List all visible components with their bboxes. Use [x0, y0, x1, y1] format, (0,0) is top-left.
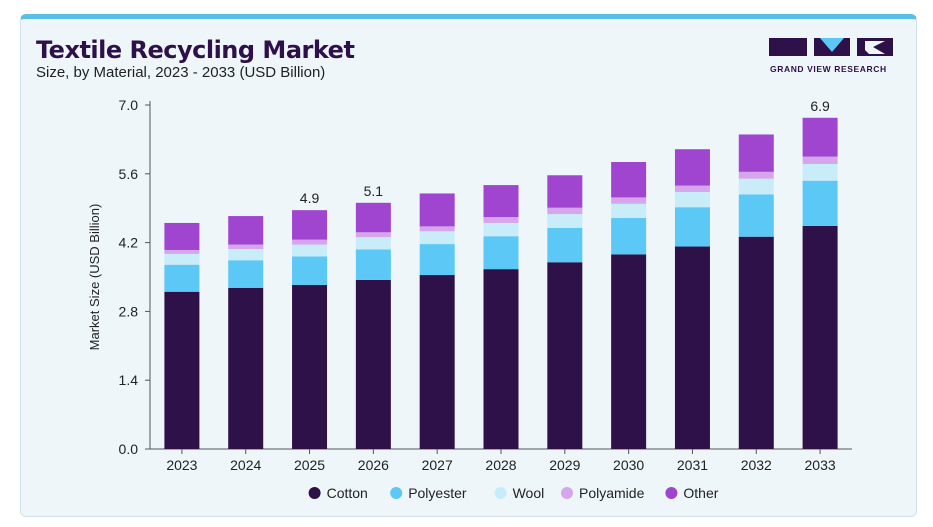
- bar-other-2026: [355, 202, 391, 233]
- x-tick-label: 2024: [230, 457, 261, 473]
- x-tick-label: 2026: [358, 457, 389, 473]
- bar-other-2030: [611, 162, 647, 198]
- data-label-2025: 4.9: [300, 190, 320, 206]
- bar-cotton-2023: [164, 291, 200, 449]
- bar-other-2031: [674, 149, 710, 186]
- bar-cotton-2029: [547, 262, 583, 449]
- bar-polyester-2033: [802, 180, 838, 226]
- bar-wool-2025: [292, 244, 328, 257]
- data-label-2033: 6.9: [810, 98, 830, 114]
- bar-other-2033: [802, 117, 838, 157]
- bar-wool-2024: [228, 248, 264, 261]
- bar-other-2024: [228, 216, 264, 245]
- chart-subtitle: Size, by Material, 2023 - 2033 (USD Bill…: [36, 64, 326, 81]
- bar-wool-2028: [483, 222, 519, 237]
- bar-wool-2027: [419, 231, 455, 245]
- bar-other-2032: [738, 134, 774, 172]
- bar-wool-2033: [802, 163, 838, 181]
- bar-cotton-2031: [674, 246, 710, 449]
- brand-name: GRAND VIEW RESEARCH: [770, 64, 887, 74]
- logo-r-mark: [865, 41, 885, 54]
- bar-polyamide-2032: [738, 171, 774, 179]
- bar-cotton-2027: [419, 275, 455, 449]
- bar-other-2027: [419, 193, 455, 227]
- bar-wool-2031: [674, 191, 710, 208]
- bar-polyamide-2026: [355, 232, 391, 238]
- y-axis-label: Market Size (USD Billion): [87, 204, 102, 351]
- legend-label-cotton: Cotton: [327, 485, 368, 501]
- bar-cotton-2032: [738, 236, 774, 449]
- legend-swatch-wool: [494, 487, 507, 499]
- x-tick-label: 2031: [677, 457, 708, 473]
- x-tick-label: 2033: [805, 457, 836, 473]
- x-tick-label: 2025: [294, 457, 325, 473]
- x-tick-label: 2029: [549, 457, 580, 473]
- bar-cotton-2025: [292, 284, 328, 449]
- y-tick-label: 7.0: [119, 97, 139, 113]
- bar-polyester-2028: [483, 236, 519, 270]
- bar-other-2028: [483, 185, 519, 218]
- bar-polyamide-2024: [228, 244, 264, 249]
- bar-polyamide-2031: [674, 185, 710, 192]
- logo-block-left: [769, 38, 807, 56]
- x-tick-label: 2023: [166, 457, 197, 473]
- legend-swatch-polyester: [390, 487, 403, 499]
- bar-wool-2030: [611, 203, 647, 219]
- bar-cotton-2033: [802, 225, 838, 449]
- y-tick-label: 2.8: [119, 303, 139, 319]
- bar-other-2025: [292, 210, 328, 240]
- legend-label-other: Other: [683, 485, 718, 501]
- y-tick-label: 5.6: [119, 166, 139, 182]
- chart-title: Textile Recycling Market: [36, 36, 355, 64]
- bar-polyamide-2033: [802, 156, 838, 164]
- logo-chevron: [820, 38, 844, 52]
- legend-label-polyamide: Polyamide: [579, 485, 645, 501]
- y-tick-label: 4.2: [119, 235, 139, 251]
- bar-polyester-2031: [674, 207, 710, 247]
- legend-label-wool: Wool: [513, 485, 545, 501]
- x-tick-label: 2030: [613, 457, 644, 473]
- bar-polyester-2029: [547, 227, 583, 263]
- bar-cotton-2026: [355, 279, 391, 449]
- x-tick-label: 2032: [741, 457, 772, 473]
- bar-polyamide-2027: [419, 226, 455, 232]
- legend-swatch-polyamide: [561, 487, 573, 499]
- bar-polyester-2025: [292, 256, 328, 285]
- bar-wool-2029: [547, 214, 583, 228]
- bar-other-2029: [547, 175, 583, 208]
- bar-polyamide-2023: [164, 249, 200, 254]
- bar-polyester-2030: [611, 218, 647, 255]
- bar-polyester-2026: [355, 249, 391, 280]
- bar-polyester-2023: [164, 264, 200, 292]
- bar-polyamide-2028: [483, 217, 519, 223]
- bar-polyester-2032: [738, 194, 774, 237]
- bar-polyamide-2025: [292, 239, 328, 245]
- legend-swatch-cotton: [308, 487, 321, 499]
- bar-polyester-2027: [419, 244, 455, 276]
- x-tick-label: 2028: [485, 457, 516, 473]
- brand-logo: [769, 38, 893, 56]
- bar-cotton-2028: [483, 269, 519, 449]
- y-tick-label: 1.4: [119, 372, 139, 388]
- x-tick-label: 2027: [422, 457, 453, 473]
- legend-label-polyester: Polyester: [408, 485, 467, 501]
- bar-polyester-2024: [228, 260, 264, 288]
- bar-other-2023: [164, 222, 200, 250]
- bar-cotton-2030: [611, 254, 647, 449]
- bar-polyamide-2029: [547, 207, 583, 215]
- bar-polyamide-2030: [611, 197, 647, 204]
- bar-wool-2032: [738, 178, 774, 195]
- bar-wool-2023: [164, 253, 200, 265]
- data-label-2026: 5.1: [364, 183, 384, 199]
- legend-swatch-other: [665, 487, 678, 499]
- bar-wool-2026: [355, 237, 391, 250]
- y-tick-label: 0.0: [119, 441, 139, 457]
- bar-cotton-2024: [228, 287, 264, 449]
